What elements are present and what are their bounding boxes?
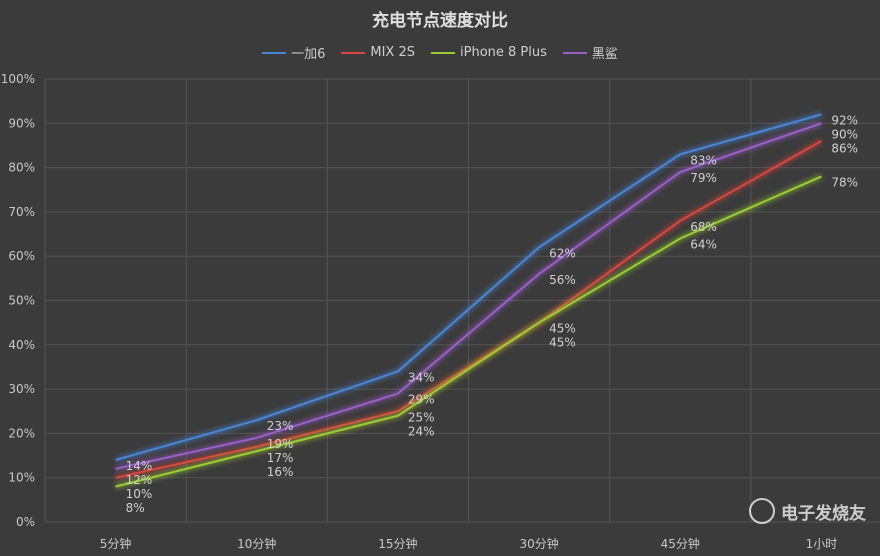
watermark-text: 电子发烧友: [781, 503, 866, 524]
y-tick-label: 50%: [8, 294, 35, 308]
data-label: 29%: [408, 393, 435, 407]
y-tick-label: 70%: [8, 205, 35, 219]
y-tick-label: 30%: [8, 382, 35, 396]
x-tick-label: 45分钟: [661, 536, 700, 551]
data-label: 79%: [690, 171, 717, 185]
data-label: 16%: [267, 465, 294, 479]
y-tick-label: 80%: [8, 161, 35, 175]
legend-item: iPhone 8 Plus: [431, 43, 547, 62]
legend-label: iPhone 8 Plus: [460, 45, 547, 60]
legend-swatch: [431, 51, 455, 54]
data-label: 90%: [831, 127, 858, 141]
data-label: 45%: [549, 336, 576, 350]
y-tick-label: 20%: [8, 426, 35, 440]
x-tick-label: 10分钟: [237, 536, 276, 551]
legend-item: MIX 2S: [341, 43, 415, 62]
x-tick-label: 5分钟: [100, 536, 132, 551]
y-tick-label: 60%: [8, 249, 35, 263]
data-label: 56%: [549, 273, 576, 287]
data-label: 24%: [408, 424, 435, 438]
x-tick-label: 30分钟: [519, 536, 558, 551]
series-line: [115, 113, 822, 461]
data-label: 17%: [267, 451, 294, 465]
y-tick-label: 90%: [8, 116, 35, 130]
data-label: 62%: [549, 246, 576, 260]
data-label: 12%: [126, 473, 153, 487]
data-label: 34%: [408, 370, 435, 384]
data-label: 19%: [267, 437, 294, 451]
data-label: 23%: [267, 419, 294, 433]
legend-label: 一加6: [291, 47, 326, 62]
x-tick-label: 1小时: [806, 537, 838, 551]
legend: 一加6 MIX 2S iPhone 8 Plus 黑鲨: [0, 43, 880, 62]
legend-item: 一加6: [262, 43, 325, 62]
legend-swatch: [562, 51, 587, 54]
x-tick-label: 15分钟: [378, 536, 417, 551]
data-label: 64%: [690, 237, 717, 251]
data-label: 45%: [549, 322, 576, 336]
legend-label: MIX 2S: [370, 45, 415, 60]
legend-swatch: [341, 51, 366, 54]
logo-icon: [749, 498, 775, 524]
data-label: 14%: [126, 459, 153, 473]
data-label: 8%: [126, 501, 145, 515]
watermark-logo: 电子发烧友: [749, 498, 866, 524]
y-tick-label: 100%: [1, 72, 35, 86]
data-label: 86%: [831, 141, 858, 155]
legend-label: 黑鲨: [591, 47, 618, 62]
data-label: 10%: [126, 487, 153, 501]
data-label: 92%: [831, 113, 858, 127]
data-label: 78%: [831, 175, 858, 189]
chart-title: 充电节点速度对比: [372, 11, 508, 31]
legend-item: 黑鲨: [562, 43, 618, 62]
y-tick-label: 0%: [16, 515, 35, 529]
data-label: 68%: [690, 220, 717, 234]
y-tick-label: 40%: [8, 338, 35, 352]
data-label: 83%: [690, 153, 717, 167]
legend-swatch: [262, 51, 287, 54]
data-label: 25%: [408, 410, 435, 424]
series-line: [115, 175, 822, 488]
series-line: [115, 122, 822, 470]
y-tick-label: 10%: [8, 471, 35, 485]
